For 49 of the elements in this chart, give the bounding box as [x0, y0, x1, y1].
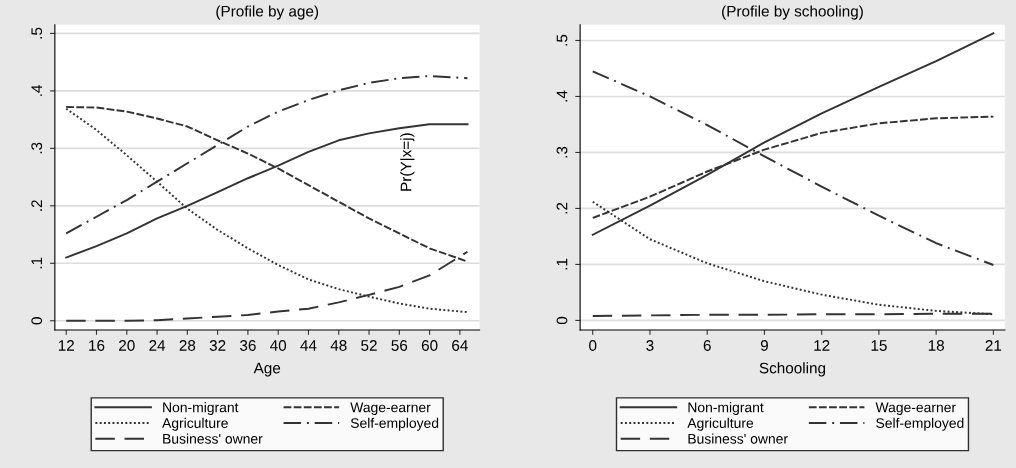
- y-tick-label: .1: [556, 258, 568, 270]
- legend-label: Non-migrant: [688, 402, 764, 416]
- x-tick-label: 48: [330, 340, 347, 351]
- y-tick-label: .2: [556, 202, 568, 214]
- legend-label: Agriculture: [162, 417, 228, 431]
- legend-label: Business' owner: [688, 433, 788, 444]
- y-tick-label: .4: [556, 90, 568, 102]
- y-tick-label: 0: [31, 317, 43, 325]
- x-tick-label: 16: [89, 340, 105, 351]
- y-tick-label: .4: [31, 84, 42, 96]
- x-tick-label: 36: [239, 340, 256, 351]
- legend-label: Business' owner: [163, 433, 263, 444]
- x-tick-label: 6: [703, 340, 711, 351]
- x-axis-title: Schooling: [759, 362, 826, 377]
- y-tick-label: .2: [31, 200, 42, 211]
- legend-label: Wage-earner: [350, 402, 431, 416]
- chart-title: (Profile by age): [216, 5, 319, 20]
- y-tick-label: .3: [31, 142, 43, 154]
- x-axis-title: Age: [253, 362, 281, 377]
- x-tick-label: 20: [119, 340, 135, 351]
- x-tick-label: 24: [149, 340, 166, 351]
- x-tick-label: 3: [646, 340, 654, 351]
- annotation: Pr(Y|x=j): [400, 133, 415, 191]
- x-tick-label: 12: [58, 340, 74, 351]
- x-tick-label: 28: [179, 340, 196, 351]
- x-tick-label: 9: [760, 340, 768, 351]
- chart-title: (Profile by schooling): [722, 5, 863, 20]
- x-tick-label: 21: [985, 340, 1002, 351]
- y-tick-label: .5: [556, 34, 568, 46]
- y-tick-label: .5: [31, 27, 43, 39]
- x-tick-label: 18: [928, 340, 944, 351]
- legend-label: Self-employed: [350, 417, 439, 431]
- x-tick-label: 60: [421, 340, 438, 351]
- legend-label: Non-migrant: [163, 402, 239, 416]
- x-tick-label: 52: [361, 340, 377, 351]
- y-tick-label: .3: [556, 146, 568, 158]
- y-tick-label: 0: [556, 316, 568, 325]
- x-tick-label: 0: [589, 340, 597, 351]
- legend-label: Self-employed: [876, 417, 964, 431]
- legend-label: Agriculture: [687, 417, 754, 431]
- x-tick-label: 56: [391, 340, 408, 351]
- legend-label: Wage-earner: [875, 402, 956, 416]
- x-tick-label: 15: [871, 340, 887, 351]
- y-tick-label: .1: [31, 257, 42, 269]
- x-tick-label: 44: [300, 340, 317, 351]
- x-tick-label: 64: [452, 340, 468, 351]
- x-tick-label: 32: [209, 340, 226, 351]
- x-tick-label: 12: [814, 340, 830, 351]
- x-tick-label: 40: [270, 340, 287, 351]
